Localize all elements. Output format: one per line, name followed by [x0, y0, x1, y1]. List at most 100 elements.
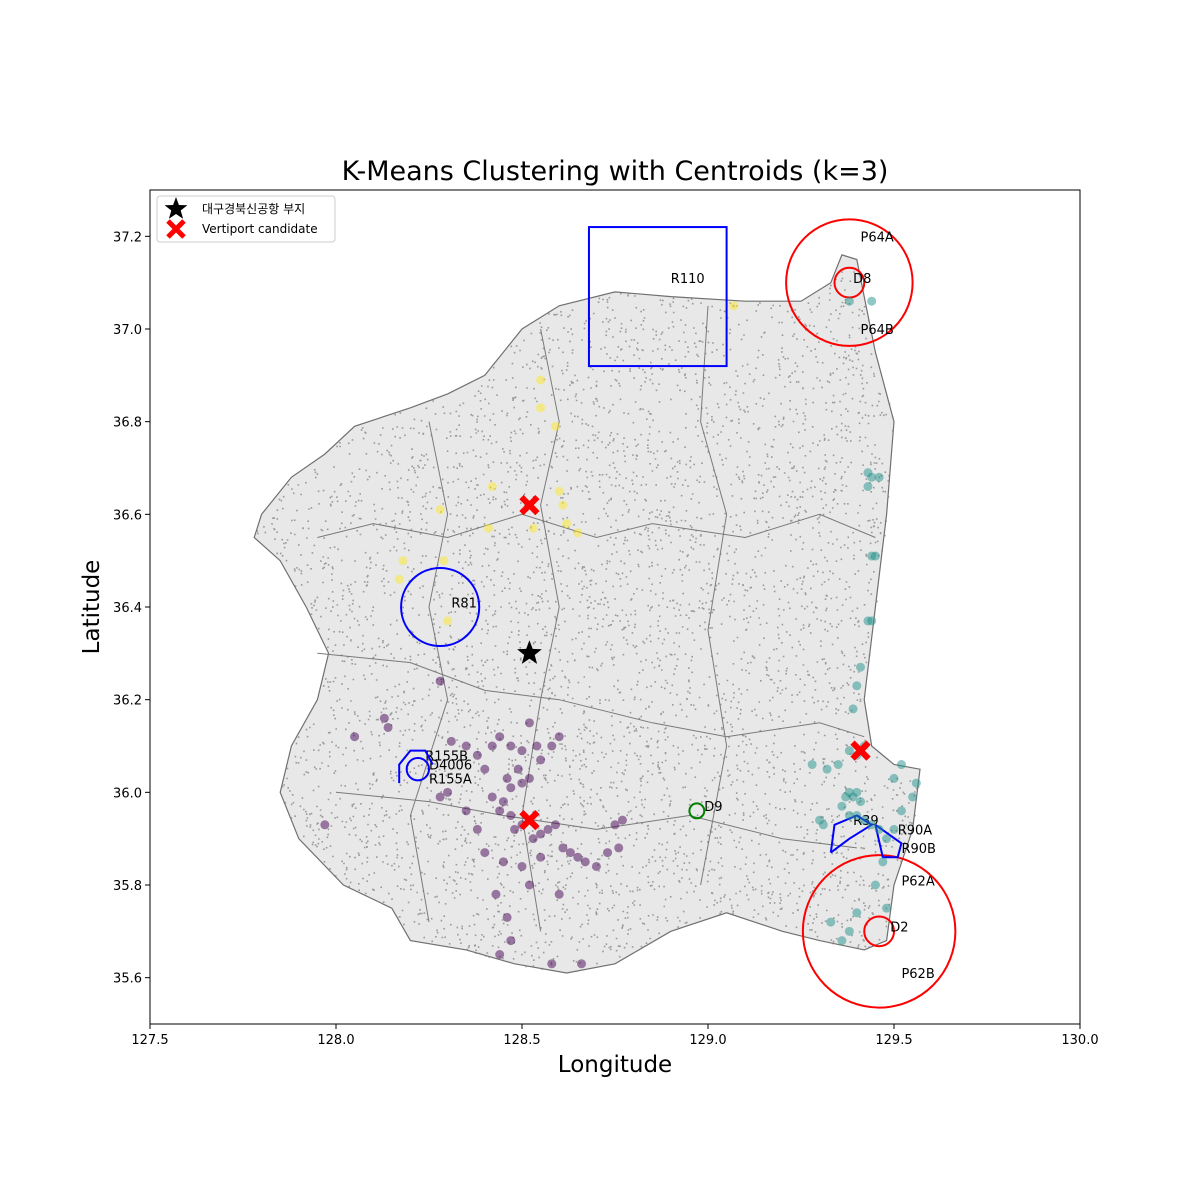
- cluster-1-point: [461, 806, 471, 816]
- cluster-2-point: [896, 806, 906, 816]
- airspace-zones: R110P64AD8P64BR81R155BD4006R155AD9R39R90…: [398, 218, 957, 1009]
- cluster-0-point: [573, 528, 583, 538]
- cluster-1-point: [547, 959, 557, 969]
- cluster-2-point: [889, 824, 899, 834]
- zone-d4006-label: D4006: [429, 759, 472, 774]
- cluster-2-point: [844, 926, 854, 936]
- cluster-2-point: [856, 662, 866, 672]
- cluster-2-point: [844, 746, 854, 756]
- cluster-1-point: [506, 741, 516, 751]
- chart-title: K-Means Clustering with Centroids (k=3): [342, 156, 889, 187]
- cluster-0-point: [484, 523, 494, 533]
- cluster-1-point: [532, 741, 542, 751]
- cluster-0-point: [435, 505, 445, 515]
- cluster-1-point: [495, 732, 505, 742]
- cluster-1-point: [446, 736, 456, 746]
- cluster-1-point: [617, 815, 627, 825]
- vertiport-candidate-marker: [850, 740, 871, 761]
- x-tick-label: 127.5: [131, 1033, 168, 1048]
- cluster-0-point: [536, 403, 546, 413]
- zone-r81-label: R81: [451, 596, 477, 611]
- cluster-2-point: [870, 880, 880, 890]
- cluster-1-point: [383, 722, 393, 732]
- zone-r81-boundary: [400, 566, 481, 648]
- cluster-1-point: [502, 912, 512, 922]
- cluster-2-point: [844, 811, 854, 820]
- cluster-0-point: [554, 486, 564, 496]
- cluster-1-point: [536, 852, 546, 862]
- y-tick-label: 36.2: [113, 694, 142, 709]
- province-map: [253, 254, 921, 974]
- cluster-1-point: [580, 857, 590, 867]
- cluster-1-point: [498, 857, 508, 867]
- zone-r110-label: R110: [671, 272, 705, 287]
- cluster-2-point: [863, 482, 873, 492]
- cluster-1-point: [320, 820, 330, 830]
- cluster-1-point: [379, 713, 389, 723]
- cluster-1-point: [502, 773, 512, 783]
- vertiport-candidate-marker: [519, 494, 540, 516]
- cluster-1-point: [495, 950, 505, 959]
- y-tick-label: 37.2: [113, 230, 142, 245]
- cluster-1-point: [498, 797, 508, 807]
- cluster-1-point: [506, 811, 516, 820]
- cluster-1-point: [480, 848, 490, 858]
- cluster-0-point: [398, 556, 408, 566]
- zone-r155a-label: R155A: [429, 772, 472, 787]
- cluster-1-point: [435, 676, 445, 686]
- zone-p64a-boundary: [785, 218, 914, 347]
- cluster-2-point: [852, 681, 862, 691]
- cluster-0-point: [558, 500, 568, 510]
- cluster-1-point: [528, 834, 538, 844]
- y-tick-label: 36.4: [113, 601, 142, 616]
- cluster-1-point: [513, 764, 523, 774]
- cluster-2-point: [807, 760, 817, 770]
- cluster-1-point: [603, 848, 613, 858]
- cluster-0-point: [528, 523, 538, 533]
- cluster-1-point: [510, 824, 520, 834]
- y-tick-label: 35.6: [113, 972, 142, 987]
- y-tick-label: 35.8: [113, 879, 142, 894]
- x-axis-label: Longitude: [558, 1052, 672, 1078]
- cluster-1-point: [487, 741, 497, 751]
- y-tick-label: 36.8: [113, 416, 142, 431]
- cluster-1-point: [547, 741, 557, 751]
- x-axis-ticks: 127.5 128.0 128.5 129.0 129.5 130.0: [131, 1024, 1099, 1048]
- legend: 대구경북신공항 부지 Vertiport candidate: [156, 195, 336, 243]
- zone-d9-boundary: [688, 802, 706, 820]
- cluster-1-point: [591, 861, 601, 871]
- zone-p62b-label: P62B: [901, 967, 934, 982]
- cluster-1-point: [524, 880, 534, 890]
- cluster-0-point: [443, 616, 453, 626]
- cluster-1-point: [350, 732, 360, 742]
- cluster-1-point: [554, 732, 564, 742]
- cluster-0-point: [550, 421, 560, 431]
- zone-p64a-label: P64A: [861, 230, 894, 245]
- cluster-1-point: [472, 750, 482, 760]
- x-tick-label: 129.5: [875, 1033, 912, 1048]
- cluster-1-point: [435, 792, 445, 802]
- zone-d8-label: D8: [853, 272, 871, 287]
- cluster-1-point: [543, 824, 553, 834]
- cluster-2-point: [837, 801, 847, 811]
- cluster-2-point: [874, 824, 884, 834]
- x-tick-label: 128.5: [503, 1033, 540, 1048]
- cluster-2-point: [889, 773, 899, 783]
- y-axis-ticks: 35.6 35.8 36.0 36.2 36.4 36.6 36.8 37.0 37.2: [113, 230, 150, 987]
- x-tick-label: 130.0: [1061, 1033, 1098, 1048]
- cluster-0-point: [487, 482, 497, 492]
- legend-label-airport: 대구경북신공항 부지: [202, 202, 305, 216]
- zone-r90a-label: R90A: [898, 823, 933, 838]
- cluster-2-point: [867, 820, 877, 830]
- cluster-2-point: [822, 764, 832, 774]
- cluster-1-point: [524, 718, 534, 728]
- vertiport-candidate-marker: [519, 810, 540, 831]
- cluster-2-point: [852, 811, 862, 820]
- cluster-2-point: [908, 792, 918, 802]
- cluster-1-point: [573, 852, 583, 862]
- cluster-2-point: [867, 472, 877, 482]
- y-tick-label: 36.6: [113, 508, 142, 523]
- cluster-1-point: [558, 843, 568, 853]
- zone-p64b-label: P64B: [861, 323, 894, 338]
